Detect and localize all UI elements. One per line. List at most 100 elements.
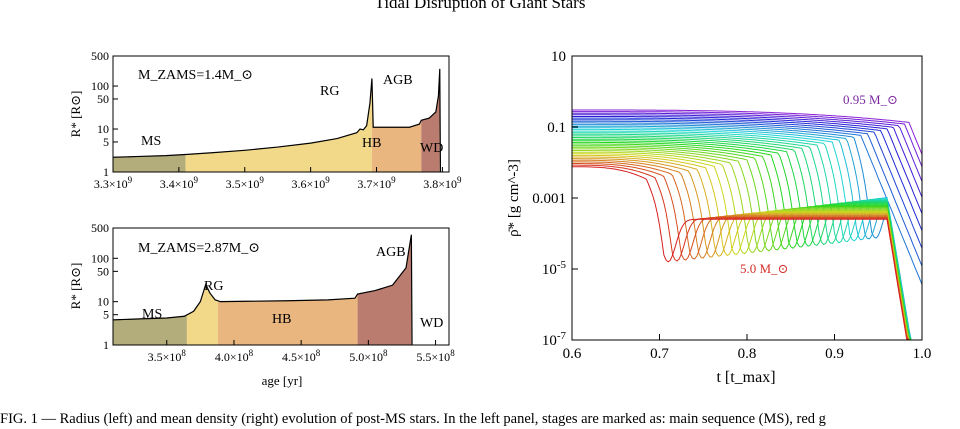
y-axis-label: ρ̄* [g cm^-3] — [506, 159, 522, 237]
x-tick-label: 3.8×109 — [423, 175, 462, 191]
x-tick-label: 0.6 — [563, 346, 582, 362]
stage-label-wd: WD — [420, 316, 443, 331]
density-curve — [572, 133, 922, 341]
radius-curve — [112, 68, 442, 173]
stage-label-wd: WD — [420, 141, 443, 156]
density-curve — [572, 112, 923, 182]
density-curve — [572, 163, 922, 341]
density-curve — [572, 122, 923, 285]
density-curve — [572, 124, 922, 341]
density-curve — [572, 111, 923, 167]
y-tick-label: 1 — [103, 338, 109, 352]
stage-area-ms — [113, 314, 187, 345]
y-tick-label: 10-7 — [542, 330, 567, 349]
x-tick-label: 0.8 — [738, 346, 757, 362]
density-curve — [572, 141, 922, 341]
density-curve — [572, 150, 922, 341]
y-tick-label: 10-5 — [542, 259, 567, 278]
x-tick-label: 3.5×108 — [148, 348, 187, 364]
density-curve — [572, 114, 923, 198]
x-axis-label: t [t_max] — [716, 369, 775, 386]
stage-label-hb: HB — [272, 312, 291, 327]
density-curve — [572, 166, 922, 341]
density-curve — [572, 109, 923, 155]
y-tick-label: 100 — [91, 251, 109, 265]
density-curve — [572, 138, 922, 341]
stage-label-ms: MS — [141, 134, 161, 149]
y-tick-label: 10 — [97, 122, 109, 136]
density-curve — [572, 116, 923, 214]
density-curve — [572, 156, 922, 341]
x-tick-label: 3.4×109 — [160, 175, 199, 191]
y-tick-label: 500 — [91, 221, 109, 235]
density-curve — [572, 151, 922, 341]
density-curves — [572, 109, 923, 341]
x-ticks: 0.6 0.7 0.8 0.9 1.0 — [563, 334, 932, 362]
stage-area-agb — [421, 68, 440, 172]
density-panel: 0.6 0.7 0.8 0.9 1.0 10-7 10-5 0.001 0.1 10 ρ̄* [… — [506, 49, 931, 386]
stage-area-ms — [113, 154, 186, 172]
x-tick-label: 3.3×109 — [94, 175, 133, 191]
stage-label-rg: RG — [204, 279, 223, 294]
stage-label-ms: MS — [142, 307, 162, 322]
y-tick-label: 10 — [97, 295, 109, 309]
stage-areas — [113, 234, 412, 345]
y-tick-label: 50 — [97, 264, 109, 278]
density-curve — [572, 140, 922, 341]
density-curve — [572, 120, 923, 267]
x-ticks: 3.3×109 3.4×109 3.5×109 3.6×109 3.7×109 3.8×1… — [94, 167, 462, 191]
stage-area-agb — [357, 234, 412, 345]
x-tick-label: 1.0 — [913, 346, 932, 362]
stage-label-rg: RG — [320, 84, 339, 99]
x-tick-label: 3.5×109 — [226, 175, 265, 191]
y-tick-label: 10 — [551, 49, 566, 65]
y-tick-label: 50 — [97, 92, 109, 106]
x-ticks: 3.5×108 4.0×108 4.5×108 5.0×108 5.5×108 — [148, 340, 455, 364]
stage-area-segment-1 — [185, 78, 372, 172]
high-mass-annotation: 5.0 M_⊙ — [740, 261, 788, 276]
x-tick-label: 0.7 — [650, 346, 669, 362]
x-tick-label: 3.6×109 — [292, 175, 331, 191]
density-curve — [572, 164, 922, 341]
stage-areas — [113, 68, 440, 172]
radius-curve — [112, 234, 413, 346]
density-curve — [572, 154, 922, 341]
x-axis-label: age [yr] — [262, 373, 303, 388]
low-mass-annotation: 0.95 M_⊙ — [843, 92, 898, 107]
x-tick-label: 4.0×108 — [215, 348, 254, 364]
density-curve — [572, 158, 922, 341]
y-ticks: 10-7 10-5 0.001 0.1 10 — [532, 49, 578, 349]
y-tick-label: 5 — [103, 308, 109, 322]
radius-panel-top: 3.3×109 3.4×109 3.5×109 3.6×109 3.7×109 3.8×1… — [68, 49, 462, 191]
y-tick-label: 500 — [91, 49, 109, 63]
y-tick-label: 0.1 — [547, 120, 566, 136]
density-curve — [572, 137, 922, 341]
density-curve — [572, 127, 922, 341]
plot-frame — [112, 227, 450, 346]
stage-area-hb — [217, 294, 358, 345]
density-curve — [572, 135, 922, 341]
density-curve — [572, 132, 922, 341]
density-curve — [572, 117, 923, 231]
density-curve — [572, 145, 922, 341]
mass-annotation: M_ZAMS=1.4M_⊙ — [138, 68, 253, 83]
stage-area-hb — [371, 78, 422, 172]
stage-label-agb: AGB — [376, 245, 406, 260]
plot-frame — [112, 55, 450, 173]
running-title: Tidal Disruption of Giant Stars — [374, 0, 586, 12]
stage-area-rg — [186, 284, 218, 345]
stage-label-agb: AGB — [383, 73, 413, 88]
density-curve — [572, 153, 922, 341]
density-curve — [572, 161, 922, 341]
x-tick-label: 4.5×108 — [282, 348, 321, 364]
y-tick-label: 5 — [103, 135, 109, 149]
radius-panel-bottom: 3.5×108 4.0×108 4.5×108 5.0×108 5.5×108 1510… — [68, 221, 455, 388]
density-curve — [572, 119, 923, 249]
stage-label-hb: HB — [362, 136, 381, 151]
y-axis-label: R* [R⊙] — [68, 263, 83, 310]
density-curve — [572, 159, 922, 341]
x-tick-label: 0.9 — [825, 346, 844, 362]
density-curve — [572, 125, 922, 341]
